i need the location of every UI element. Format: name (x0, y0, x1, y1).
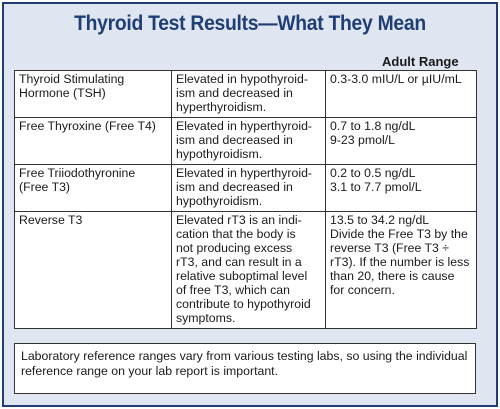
test-cell-line: Hormone (TSH) (19, 86, 106, 100)
meaning-cell-line: Elevated in hyperthyroid- (176, 119, 313, 133)
range-cell: 0.7 to 1.8 ng/dL 9-23 pmol/L (325, 117, 477, 165)
table-row: Thyroid Stimulating Hormone (TSH) Elevated… (14, 70, 477, 118)
range-cell-line: reverse T3 (Free T3 ÷ (330, 241, 450, 255)
range-cell-line: 9-23 pmol/L (330, 133, 395, 147)
range-cell-line: 0.2 to 0.5 ng/dL (330, 166, 416, 180)
range-cell: 0.2 to 0.5 ng/dL 3.1 to 7.7 pmol/L (325, 164, 477, 212)
meaning-cell-line: Elevated in hypothyroid- (176, 72, 308, 86)
meaning-cell: Elevated in hyperthyroid-ism and decreas… (171, 117, 326, 165)
meaning-cell-line: relative suboptimal level (176, 269, 308, 283)
range-cell-line: rT3). If the number is less (330, 255, 470, 269)
meaning-cell-line: ism and decreased in (176, 180, 293, 194)
test-cell: Free Thyroxine (Free T4) (14, 117, 172, 165)
meaning-cell-line: not producing excess (176, 241, 293, 255)
meaning-cell-line: of free T3, which can (176, 283, 290, 297)
panel-title: Thyroid Test Results—What They Mean (74, 12, 426, 35)
meaning-cell-line: hypothyroidism. (176, 194, 263, 208)
meaning-cell: Elevated in hyperthyroid-ism and decreas… (171, 164, 326, 212)
range-cell-line: 0.7 to 1.8 ng/dL (330, 119, 416, 133)
meaning-cell-line: ism and decreased in (176, 133, 293, 147)
meaning-cell-line: ism and decreased in (176, 86, 293, 100)
range-cell-line: than 20, there is cause (330, 269, 455, 283)
meaning-cell: Elevated in hypothyroid-ism and decrease… (171, 70, 326, 118)
range-cell: 0.3-3.0 mIU/L or µIU/mL (325, 70, 477, 118)
test-cell: Reverse T3 (14, 211, 172, 329)
range-cell-line: 13.5 to 34.2 ng/dL (330, 213, 430, 227)
meaning-cell-line: Elevated in hyperthyroid- (176, 166, 313, 180)
test-cell-line: Free Thyroxine (Free T4) (19, 119, 156, 133)
meaning-cell-line: rT3, and can result in a (176, 255, 302, 269)
table-row: Reverse T3 Elevated rT3 is an indi-cation… (14, 211, 477, 329)
range-cell-line: 0.3-3.0 mIU/L or µIU/mL (330, 72, 462, 86)
footnote-line: Laboratory reference ranges vary from va… (21, 349, 468, 363)
range-cell: 13.5 to 34.2 ng/dL Divide the Free T3 by … (325, 211, 477, 329)
meaning-cell-line: Elevated rT3 is an indi- (176, 213, 302, 227)
table-row: Free Thyroxine (Free T4) Elevated in hype… (14, 117, 477, 165)
test-cell: Free Triiodothyronine (Free T3) (14, 164, 172, 212)
footnote-line: reference range on your lab report is im… (21, 364, 279, 378)
test-cell-line: Reverse T3 (19, 213, 83, 227)
range-cell-line: Divide the Free T3 by the (330, 227, 468, 241)
range-cell-line: for concern. (330, 283, 395, 297)
test-cell: Thyroid Stimulating Hormone (TSH) (14, 70, 172, 118)
test-cell-line: (Free T3) (19, 180, 71, 194)
results-table: Thyroid Stimulating Hormone (TSH) Elevated… (14, 70, 477, 329)
test-cell-line: Free Triiodothyronine (19, 166, 136, 180)
range-cell-line: 3.1 to 7.7 pmol/L (330, 180, 422, 194)
table-row: Free Triiodothyronine (Free T3) Elevated i… (14, 164, 477, 212)
meaning-cell-line: symptoms. (176, 311, 236, 325)
meaning-cell-line: hyperthyroidism. (176, 100, 267, 114)
meaning-cell-line: contribute to hypothyroid (176, 297, 311, 311)
adult-range-header: Adult Range (382, 54, 459, 69)
test-cell-line: Thyroid Stimulating (19, 72, 125, 86)
meaning-cell-line: cation that the body is (176, 227, 296, 241)
footnote: Laboratory reference ranges vary from va… (14, 343, 476, 394)
meaning-cell: Elevated rT3 is an indi-cation that the … (171, 211, 326, 329)
meaning-cell-line: hypothyroidism. (176, 147, 263, 161)
